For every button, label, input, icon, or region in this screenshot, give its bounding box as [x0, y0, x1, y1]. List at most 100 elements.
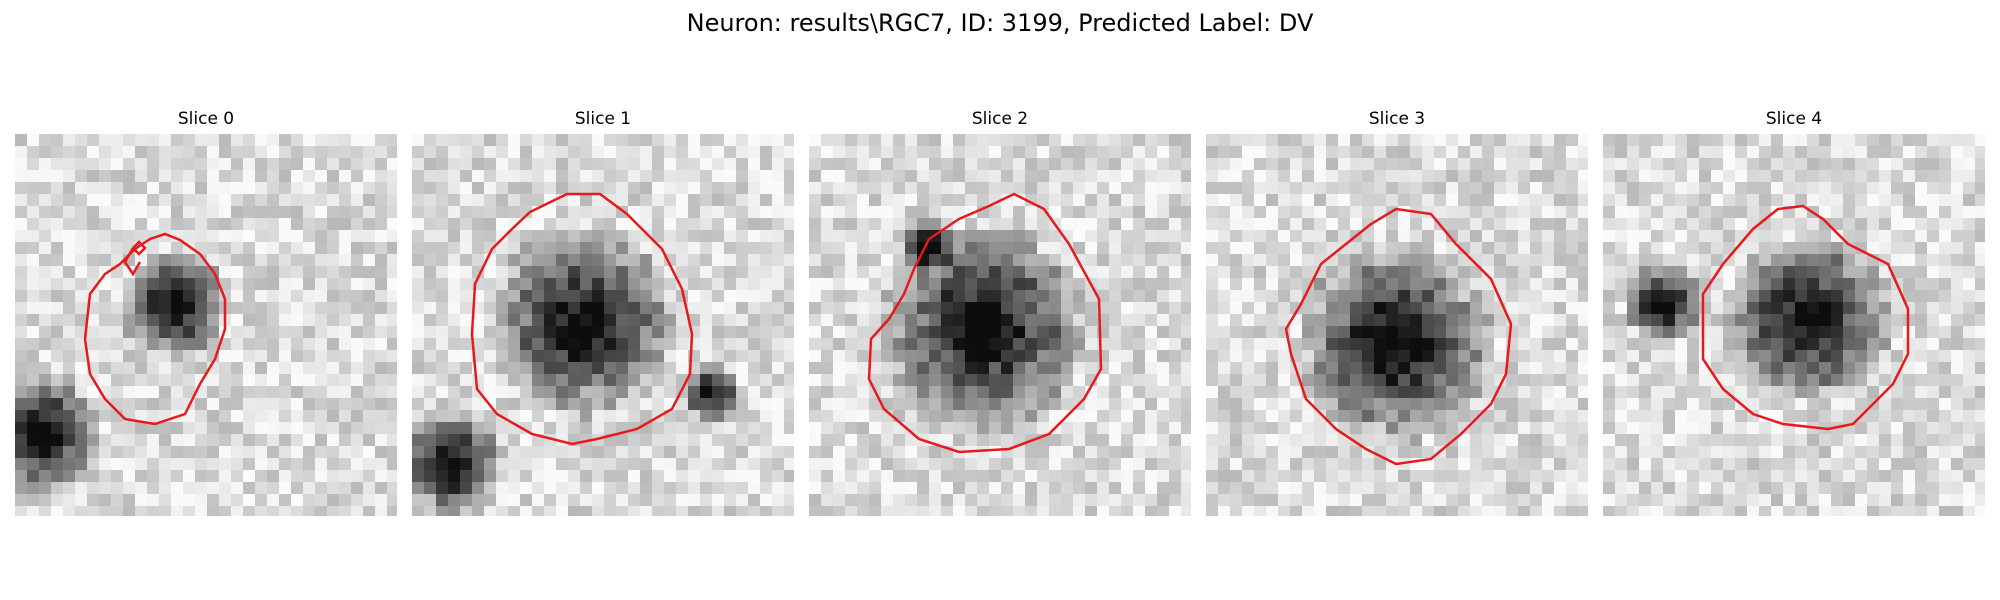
pixel: [748, 158, 761, 171]
pixel: [748, 398, 761, 411]
pixel: [1302, 434, 1315, 447]
pixel: [1157, 158, 1170, 171]
pixel: [784, 362, 794, 375]
pixel: [1711, 170, 1724, 183]
pixel: [556, 350, 569, 363]
pixel: [1807, 386, 1820, 399]
pixel: [1290, 230, 1303, 243]
pixel: [1362, 326, 1375, 339]
pixel: [1458, 470, 1471, 483]
pixel: [1867, 158, 1880, 171]
pixel: [327, 506, 340, 516]
pixel: [953, 230, 966, 243]
pixel: [111, 278, 124, 291]
pixel: [1771, 158, 1784, 171]
pixel: [1470, 242, 1483, 255]
pixel: [953, 206, 966, 219]
pixel: [111, 302, 124, 315]
pixel: [1121, 266, 1134, 279]
pixel: [845, 158, 858, 171]
pixel: [1470, 194, 1483, 207]
pixel: [1446, 386, 1459, 399]
pixel: [965, 470, 978, 483]
pixel: [1939, 338, 1952, 351]
pixel: [255, 470, 268, 483]
pixel: [676, 482, 689, 495]
pixel: [556, 134, 569, 147]
pixel: [700, 494, 713, 507]
pixel: [1843, 278, 1856, 291]
pixel: [436, 254, 449, 267]
pixel: [327, 218, 340, 231]
pixel: [652, 218, 665, 231]
pixel: [1651, 386, 1664, 399]
pixel: [1073, 410, 1086, 423]
pixel: [303, 470, 316, 483]
pixel: [1037, 446, 1050, 459]
pixel: [99, 158, 112, 171]
pixel: [1482, 230, 1495, 243]
pixel: [195, 206, 208, 219]
pixel: [508, 482, 521, 495]
pixel: [724, 410, 737, 423]
pixel: [652, 302, 665, 315]
pixel: [1639, 398, 1652, 411]
pixel: [1398, 290, 1411, 303]
pixel: [532, 170, 545, 183]
pixel: [123, 422, 136, 435]
pixel: [724, 422, 737, 435]
pixel: [1326, 434, 1339, 447]
pixel: [917, 410, 930, 423]
pixel: [1771, 398, 1784, 411]
pixel: [1290, 446, 1303, 459]
pixel: [1181, 458, 1191, 471]
pixel: [291, 470, 304, 483]
pixel: [1037, 278, 1050, 291]
pixel: [929, 494, 942, 507]
pixel: [1530, 326, 1543, 339]
pixel: [821, 314, 834, 327]
pixel: [821, 302, 834, 315]
pixel: [869, 134, 882, 147]
pixel: [1206, 374, 1219, 387]
pixel: [1242, 278, 1255, 291]
pixel: [1206, 470, 1219, 483]
pixel: [1061, 506, 1074, 516]
pixel: [1819, 218, 1832, 231]
pixel: [1783, 170, 1796, 183]
pixel: [279, 278, 292, 291]
pixel: [315, 230, 328, 243]
pixel: [736, 326, 749, 339]
pixel: [520, 134, 533, 147]
pixel: [219, 470, 232, 483]
pixel: [27, 398, 40, 411]
pixel: [1482, 470, 1495, 483]
pixel: [1085, 326, 1098, 339]
pixel: [1266, 314, 1279, 327]
pixel: [1879, 194, 1892, 207]
pixel: [833, 206, 846, 219]
pixel: [87, 266, 100, 279]
pixel: [51, 434, 64, 447]
pixel: [1458, 446, 1471, 459]
pixel: [1025, 470, 1038, 483]
pixel: [1362, 314, 1375, 327]
pixel: [893, 458, 906, 471]
slice-canvas: [15, 134, 397, 516]
pixel: [195, 362, 208, 375]
pixel: [1542, 422, 1555, 435]
pixel: [652, 494, 665, 507]
pixel: [1410, 254, 1423, 267]
pixel: [905, 134, 918, 147]
pixel: [1711, 242, 1724, 255]
pixel: [628, 338, 641, 351]
pixel: [821, 206, 834, 219]
pixel: [15, 206, 28, 219]
pixel: [183, 314, 196, 327]
pixel: [712, 374, 725, 387]
pixel: [387, 266, 397, 279]
pixel: [1939, 434, 1952, 447]
pixel: [821, 362, 834, 375]
pixel: [243, 254, 256, 267]
pixel: [604, 206, 617, 219]
